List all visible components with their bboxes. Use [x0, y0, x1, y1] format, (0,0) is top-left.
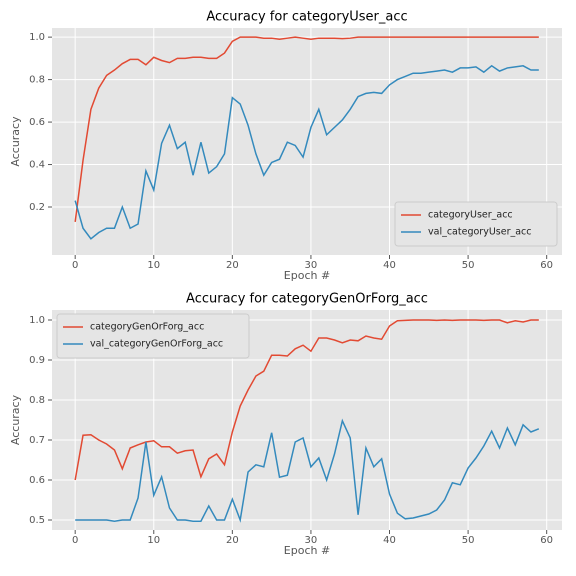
- y-tick-label: 1.0: [29, 315, 45, 326]
- legend-label: categoryUser_acc: [428, 210, 513, 221]
- y-axis-label: Accuracy: [9, 116, 22, 167]
- legend-label: val_categoryGenOrForg_acc: [90, 339, 223, 350]
- x-tick-label: 10: [147, 535, 160, 546]
- legend: [56, 313, 250, 359]
- y-tick-label: 1.0: [29, 32, 45, 43]
- x-tick-label: 20: [226, 260, 239, 271]
- x-axis-label: Epoch #: [284, 269, 330, 282]
- x-tick-label: 20: [226, 535, 239, 546]
- x-tick-label: 40: [383, 260, 396, 271]
- x-tick-label: 60: [540, 535, 553, 546]
- y-tick-label: 0.9: [29, 355, 45, 366]
- series-line: [75, 418, 540, 523]
- x-tick-label: 60: [540, 260, 553, 271]
- x-tick-label: 10: [147, 260, 160, 271]
- x-tick-label: 30: [305, 260, 318, 271]
- legend-label: categoryGenOrForg_acc: [90, 322, 204, 333]
- legend: [394, 201, 558, 247]
- series-line: [74, 319, 539, 481]
- y-tick-label: 0.6: [29, 475, 45, 486]
- x-tick-label: 0: [72, 535, 78, 546]
- x-tick-label: 50: [462, 260, 475, 271]
- x-tick-label: 40: [383, 535, 396, 546]
- series-line: [74, 36, 539, 222]
- chart-title: Accuracy for categoryUser_acc: [206, 10, 407, 25]
- x-axis-label: Epoch #: [284, 544, 330, 557]
- x-tick-label: 50: [462, 535, 475, 546]
- y-axis-label: Accuracy: [9, 394, 22, 445]
- y-tick-label: 0.4: [29, 160, 45, 171]
- series-line: [74, 64, 539, 240]
- y-tick-label: 0.5: [29, 515, 45, 526]
- legend-label: val_categoryUser_acc: [428, 227, 532, 238]
- y-tick-label: 0.7: [29, 435, 45, 446]
- y-tick-label: 0.8: [29, 75, 45, 86]
- x-tick-label: 0: [72, 260, 78, 271]
- y-tick-label: 0.8: [29, 395, 45, 406]
- y-tick-label: 0.2: [29, 202, 45, 213]
- y-tick-label: 0.6: [29, 117, 45, 128]
- x-tick-label: 30: [305, 535, 318, 546]
- chart-title: Accuracy for categoryGenOrForg_acc: [186, 292, 428, 307]
